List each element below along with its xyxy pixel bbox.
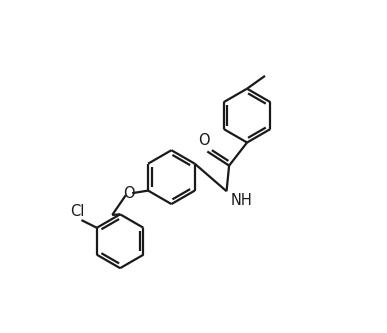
Text: Cl: Cl [70,204,85,219]
Text: O: O [123,186,135,201]
Text: NH: NH [230,192,252,207]
Text: O: O [198,134,209,149]
